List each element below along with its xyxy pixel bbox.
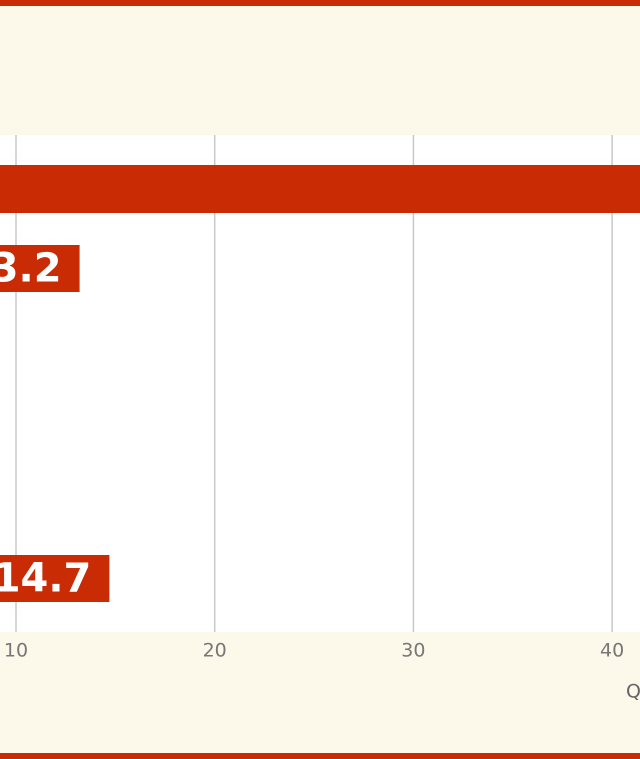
- value-label: 13.2: [0, 246, 62, 292]
- top-border: [0, 0, 640, 6]
- bar: [0, 245, 80, 292]
- bar: [0, 165, 640, 213]
- x-tick-label: 10: [4, 640, 28, 662]
- plot-area: [0, 135, 640, 632]
- bar: [0, 555, 110, 602]
- x-tick-label: 40: [600, 640, 624, 662]
- x-tick-label: 20: [203, 640, 227, 662]
- x-tick-label: 30: [401, 640, 425, 662]
- value-label: 14.7: [0, 556, 91, 602]
- bottom-border: [0, 753, 640, 759]
- x-axis-title: Q: [626, 681, 640, 703]
